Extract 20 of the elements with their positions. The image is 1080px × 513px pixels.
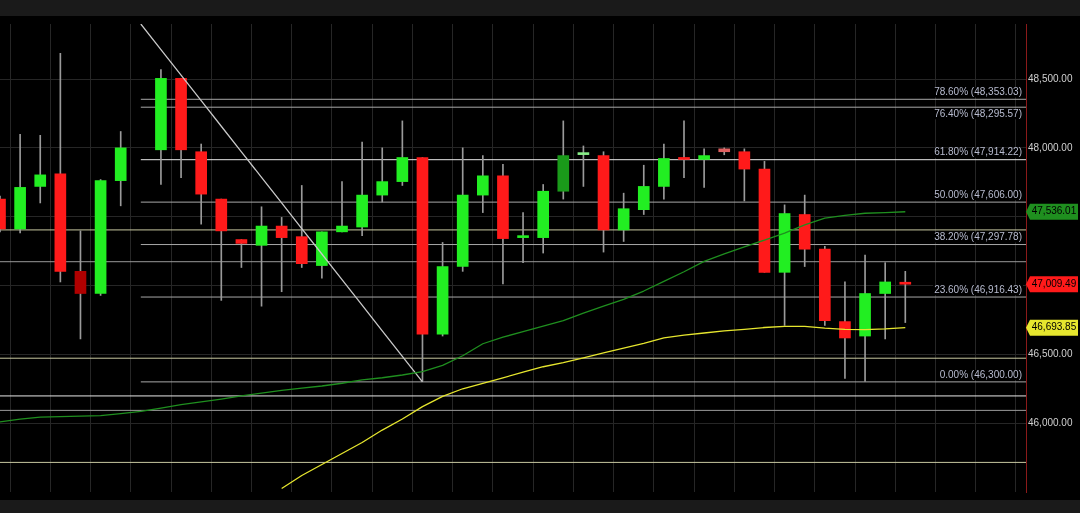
candlestick — [34, 135, 47, 204]
y-tick-label: 46,500.00 — [1028, 348, 1073, 360]
y-tick-label: 46,000.00 — [1028, 416, 1073, 428]
text: 47,536.01 — [1031, 205, 1077, 217]
ref-line-label: 23.60% (46,916.43) — [934, 283, 1022, 295]
y-tick-label: 48,500.00 — [1028, 72, 1073, 84]
ref-line-label: 38.20% (47,297.78) — [934, 231, 1022, 243]
ref-line-label: 78.60% (48,353.03) — [934, 86, 1022, 98]
candlestick — [336, 181, 348, 233]
ref-line-label: 61.80% (47,914.22) — [934, 146, 1022, 158]
candlestick — [899, 271, 912, 323]
candlestick — [678, 120, 690, 179]
y-tick-label: 48,000.00 — [1028, 141, 1073, 153]
ref-line-label: 0.00% (46,300.00) — [939, 368, 1022, 380]
text: 47,009.49 — [1031, 277, 1077, 289]
candlestick — [698, 148, 710, 188]
ref-line-label: 76.40% (48,295.57) — [934, 107, 1022, 119]
candlestick — [839, 281, 851, 379]
text: 46,693.85 — [1031, 321, 1077, 333]
ref-line-label: 50.00% (47,606.00) — [934, 188, 1022, 200]
